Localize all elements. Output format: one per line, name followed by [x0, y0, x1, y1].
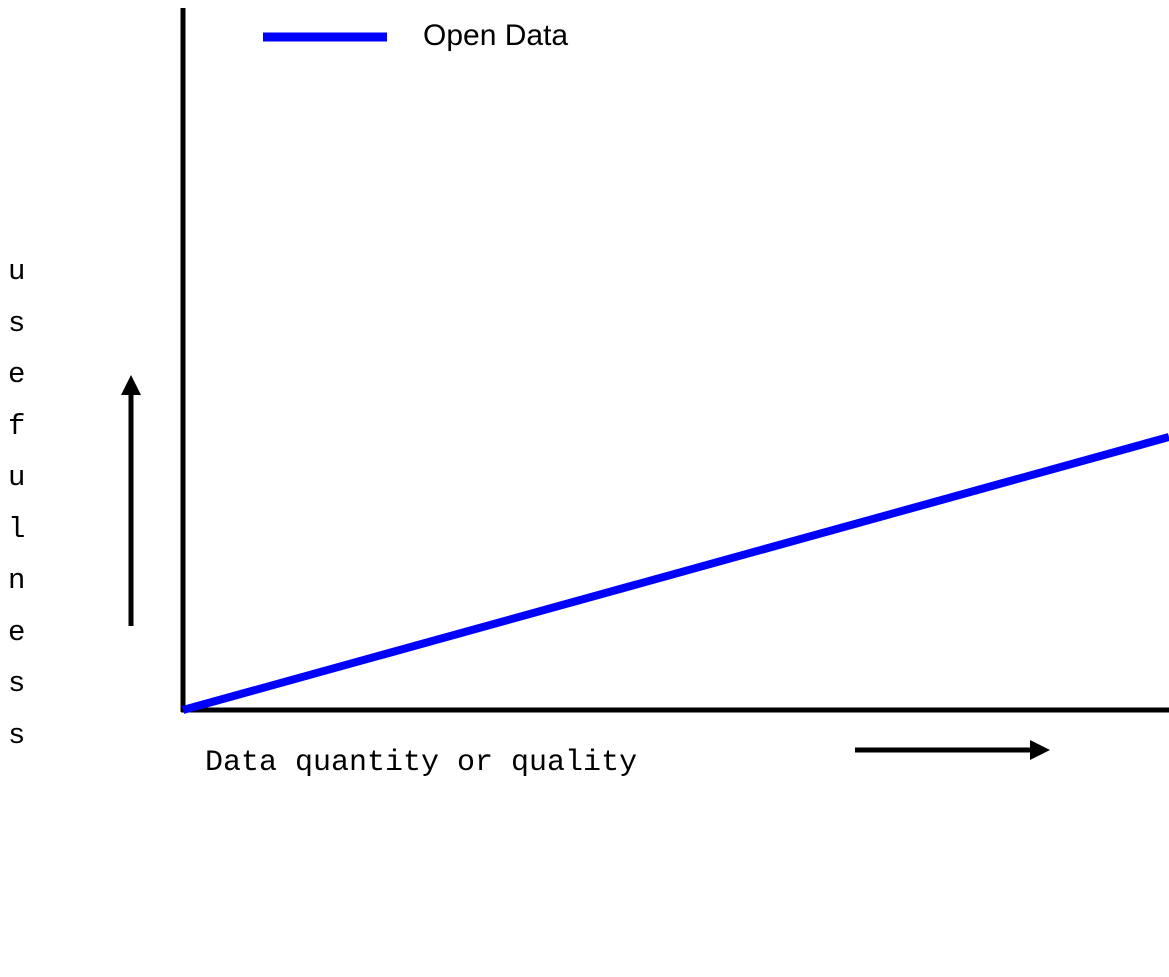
legend-label: Open Data — [423, 19, 568, 52]
x-axis-label: Data quantity or quality — [205, 746, 637, 780]
data-line — [181, 433, 1169, 714]
y-axis-label: usefulness — [8, 255, 26, 752]
